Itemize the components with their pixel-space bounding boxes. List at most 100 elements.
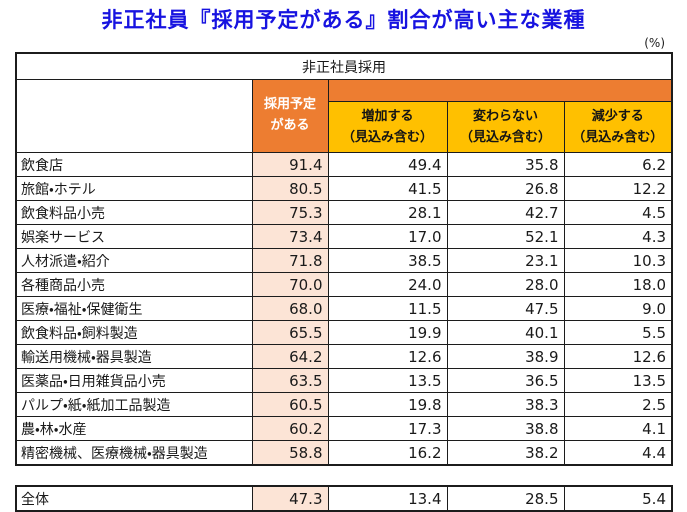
decrease-value-cell: 4.1 — [563, 416, 673, 442]
industry-cell: 飲食料品小売 — [15, 200, 253, 226]
plan-value-cell: 73.4 — [251, 224, 329, 250]
unchanged-value-cell: 38.3 — [446, 392, 565, 418]
decrease-value-cell: 5.5 — [563, 320, 673, 346]
table-row: 旅館・ホテル 80.5 41.5 26.8 12.2 — [15, 176, 673, 202]
decrease-value-cell: 12.2 — [563, 176, 673, 202]
unchanged-value-cell: 23.1 — [446, 248, 565, 274]
increase-value-cell: 17.0 — [327, 224, 448, 250]
decrease-value-cell: 9.0 — [563, 296, 673, 322]
decrease-value-cell: 12.6 — [563, 344, 673, 370]
unchanged-value-cell: 42.7 — [446, 200, 565, 226]
increase-value-cell: 28.1 — [327, 200, 448, 226]
unchanged-value-cell: 40.1 — [446, 320, 565, 346]
industry-cell: 娯楽サービス — [15, 224, 253, 250]
column-header-row-top: 採用予定 がある — [15, 79, 673, 154]
plan-value-cell: 60.5 — [251, 392, 329, 418]
industry-cell: 人材派遣・紹介 — [15, 248, 253, 274]
unchanged-value-cell: 28.5 — [446, 485, 565, 512]
decrease-value-cell: 5.4 — [563, 485, 673, 512]
table-row: 飲食料品小売 75.3 28.1 42.7 4.5 — [15, 200, 673, 226]
industry-cell: パルプ・紙・紙加工品製造 — [15, 392, 253, 418]
page-title: 非正社員『採用予定がある』割合が高い主な業種 — [101, 8, 586, 32]
unchanged-value-cell: 28.0 — [446, 272, 565, 298]
decrease-value-cell: 4.5 — [563, 200, 673, 226]
group-header-row: 非正社員採用 — [15, 52, 673, 81]
industry-rows: 飲食店 91.4 49.4 35.8 6.2 旅館・ホテル 80.5 41.5 26.8 12.2… — [15, 152, 673, 466]
industry-cell: 農・林・水産 — [15, 416, 253, 442]
unchanged-value-cell: 35.8 — [446, 152, 565, 178]
unchanged-value-cell: 26.8 — [446, 176, 565, 202]
industry-cell: 医療・福祉・保健衛生 — [15, 296, 253, 322]
increase-value-cell: 49.4 — [327, 152, 448, 178]
industry-cell: 飲食店 — [15, 152, 253, 178]
total-row: 全体 47.3 13.4 28.5 5.4 — [15, 485, 673, 512]
increase-value-cell: 11.5 — [327, 296, 448, 322]
table-row: 娯楽サービス 73.4 17.0 52.1 4.3 — [15, 224, 673, 250]
plan-value-cell: 75.3 — [251, 200, 329, 226]
plan-value-cell: 63.5 — [251, 368, 329, 394]
increase-value-cell: 41.5 — [327, 176, 448, 202]
table-row: 農・林・水産 60.2 17.3 38.8 4.1 — [15, 416, 673, 442]
unchanged-value-cell: 38.9 — [446, 344, 565, 370]
industry-cell: 輸送用機械・器具製造 — [15, 344, 253, 370]
increase-value-cell: 19.8 — [327, 392, 448, 418]
plan-value-cell: 71.8 — [251, 248, 329, 274]
industry-cell: 飲食料品・飼料製造 — [15, 320, 253, 346]
table-row: パルプ・紙・紙加工品製造 60.5 19.8 38.3 2.5 — [15, 392, 673, 418]
decrease-value-cell: 4.4 — [563, 440, 673, 466]
total-rows: 全体 47.3 13.4 28.5 5.4 — [15, 485, 673, 512]
increase-value-cell: 19.9 — [327, 320, 448, 346]
group-header-cell: 非正社員採用 — [15, 52, 673, 81]
total-label-cell: 全体 — [15, 485, 253, 512]
increase-header-cell: 増加する （見込み含む） — [327, 101, 448, 154]
main-table: 非正社員採用 採用予定 がある 増加する （見込み含む） 変わらない （見込み含… — [15, 52, 674, 467]
industry-cell: 医薬品・日用雑貨品小売 — [15, 368, 253, 394]
increase-value-cell: 13.5 — [327, 368, 448, 394]
increase-value-cell: 12.6 — [327, 344, 448, 370]
table-row: 輸送用機械・器具製造 64.2 12.6 38.9 12.6 — [15, 344, 673, 370]
decrease-value-cell: 2.5 — [563, 392, 673, 418]
decrease-header-cell: 減少する （見込み含む） — [563, 101, 673, 154]
increase-value-cell: 38.5 — [327, 248, 448, 274]
table-row: 飲食店 91.4 49.4 35.8 6.2 — [15, 152, 673, 178]
plan-value-cell: 80.5 — [251, 176, 329, 202]
table-row: 医薬品・日用雑貨品小売 63.5 13.5 36.5 13.5 — [15, 368, 673, 394]
plan-value-cell: 47.3 — [251, 485, 329, 512]
table-row: 各種商品小売 70.0 24.0 28.0 18.0 — [15, 272, 673, 298]
table-row: 人材派遣・紹介 71.8 38.5 23.1 10.3 — [15, 248, 673, 274]
plan-header-cell: 採用予定 がある — [251, 79, 329, 154]
decrease-value-cell: 13.5 — [563, 368, 673, 394]
plan-strip-cell — [327, 79, 673, 103]
increase-value-cell: 16.2 — [327, 440, 448, 466]
industry-cell: 旅館・ホテル — [15, 176, 253, 202]
plan-value-cell: 60.2 — [251, 416, 329, 442]
unchanged-value-cell: 38.8 — [446, 416, 565, 442]
plan-value-cell: 68.0 — [251, 296, 329, 322]
decrease-value-cell: 6.2 — [563, 152, 673, 178]
increase-value-cell: 17.3 — [327, 416, 448, 442]
industry-cell: 精密機械、医療機械・器具製造 — [15, 440, 253, 466]
increase-value-cell: 24.0 — [327, 272, 448, 298]
unchanged-value-cell: 36.5 — [446, 368, 565, 394]
unchanged-value-cell: 38.2 — [446, 440, 565, 466]
decrease-value-cell: 4.3 — [563, 224, 673, 250]
plan-value-cell: 64.2 — [251, 344, 329, 370]
decrease-value-cell: 18.0 — [563, 272, 673, 298]
plan-value-cell: 70.0 — [251, 272, 329, 298]
plan-value-cell: 58.8 — [251, 440, 329, 466]
unchanged-value-cell: 47.5 — [446, 296, 565, 322]
table-row: 飲食料品・飼料製造 65.5 19.9 40.1 5.5 — [15, 320, 673, 346]
increase-value-cell: 13.4 — [327, 485, 448, 512]
plan-value-cell: 65.5 — [251, 320, 329, 346]
unit-label: (%) — [644, 36, 665, 51]
unchanged-value-cell: 52.1 — [446, 224, 565, 250]
table-row: 医療・福祉・保健衛生 68.0 11.5 47.5 9.0 — [15, 296, 673, 322]
unchanged-header-cell: 変わらない （見込み含む） — [446, 101, 565, 154]
industry-cell: 各種商品小売 — [15, 272, 253, 298]
plan-value-cell: 91.4 — [251, 152, 329, 178]
total-table: 全体 47.3 13.4 28.5 5.4 — [15, 485, 673, 512]
column-header-row-sub: 増加する （見込み含む） 変わらない （見込み含む） 減少する （見込み含む） — [16, 101, 673, 154]
table-row: 精密機械、医療機械・器具製造 58.8 16.2 38.2 4.4 — [15, 440, 673, 466]
decrease-value-cell: 10.3 — [563, 248, 673, 274]
